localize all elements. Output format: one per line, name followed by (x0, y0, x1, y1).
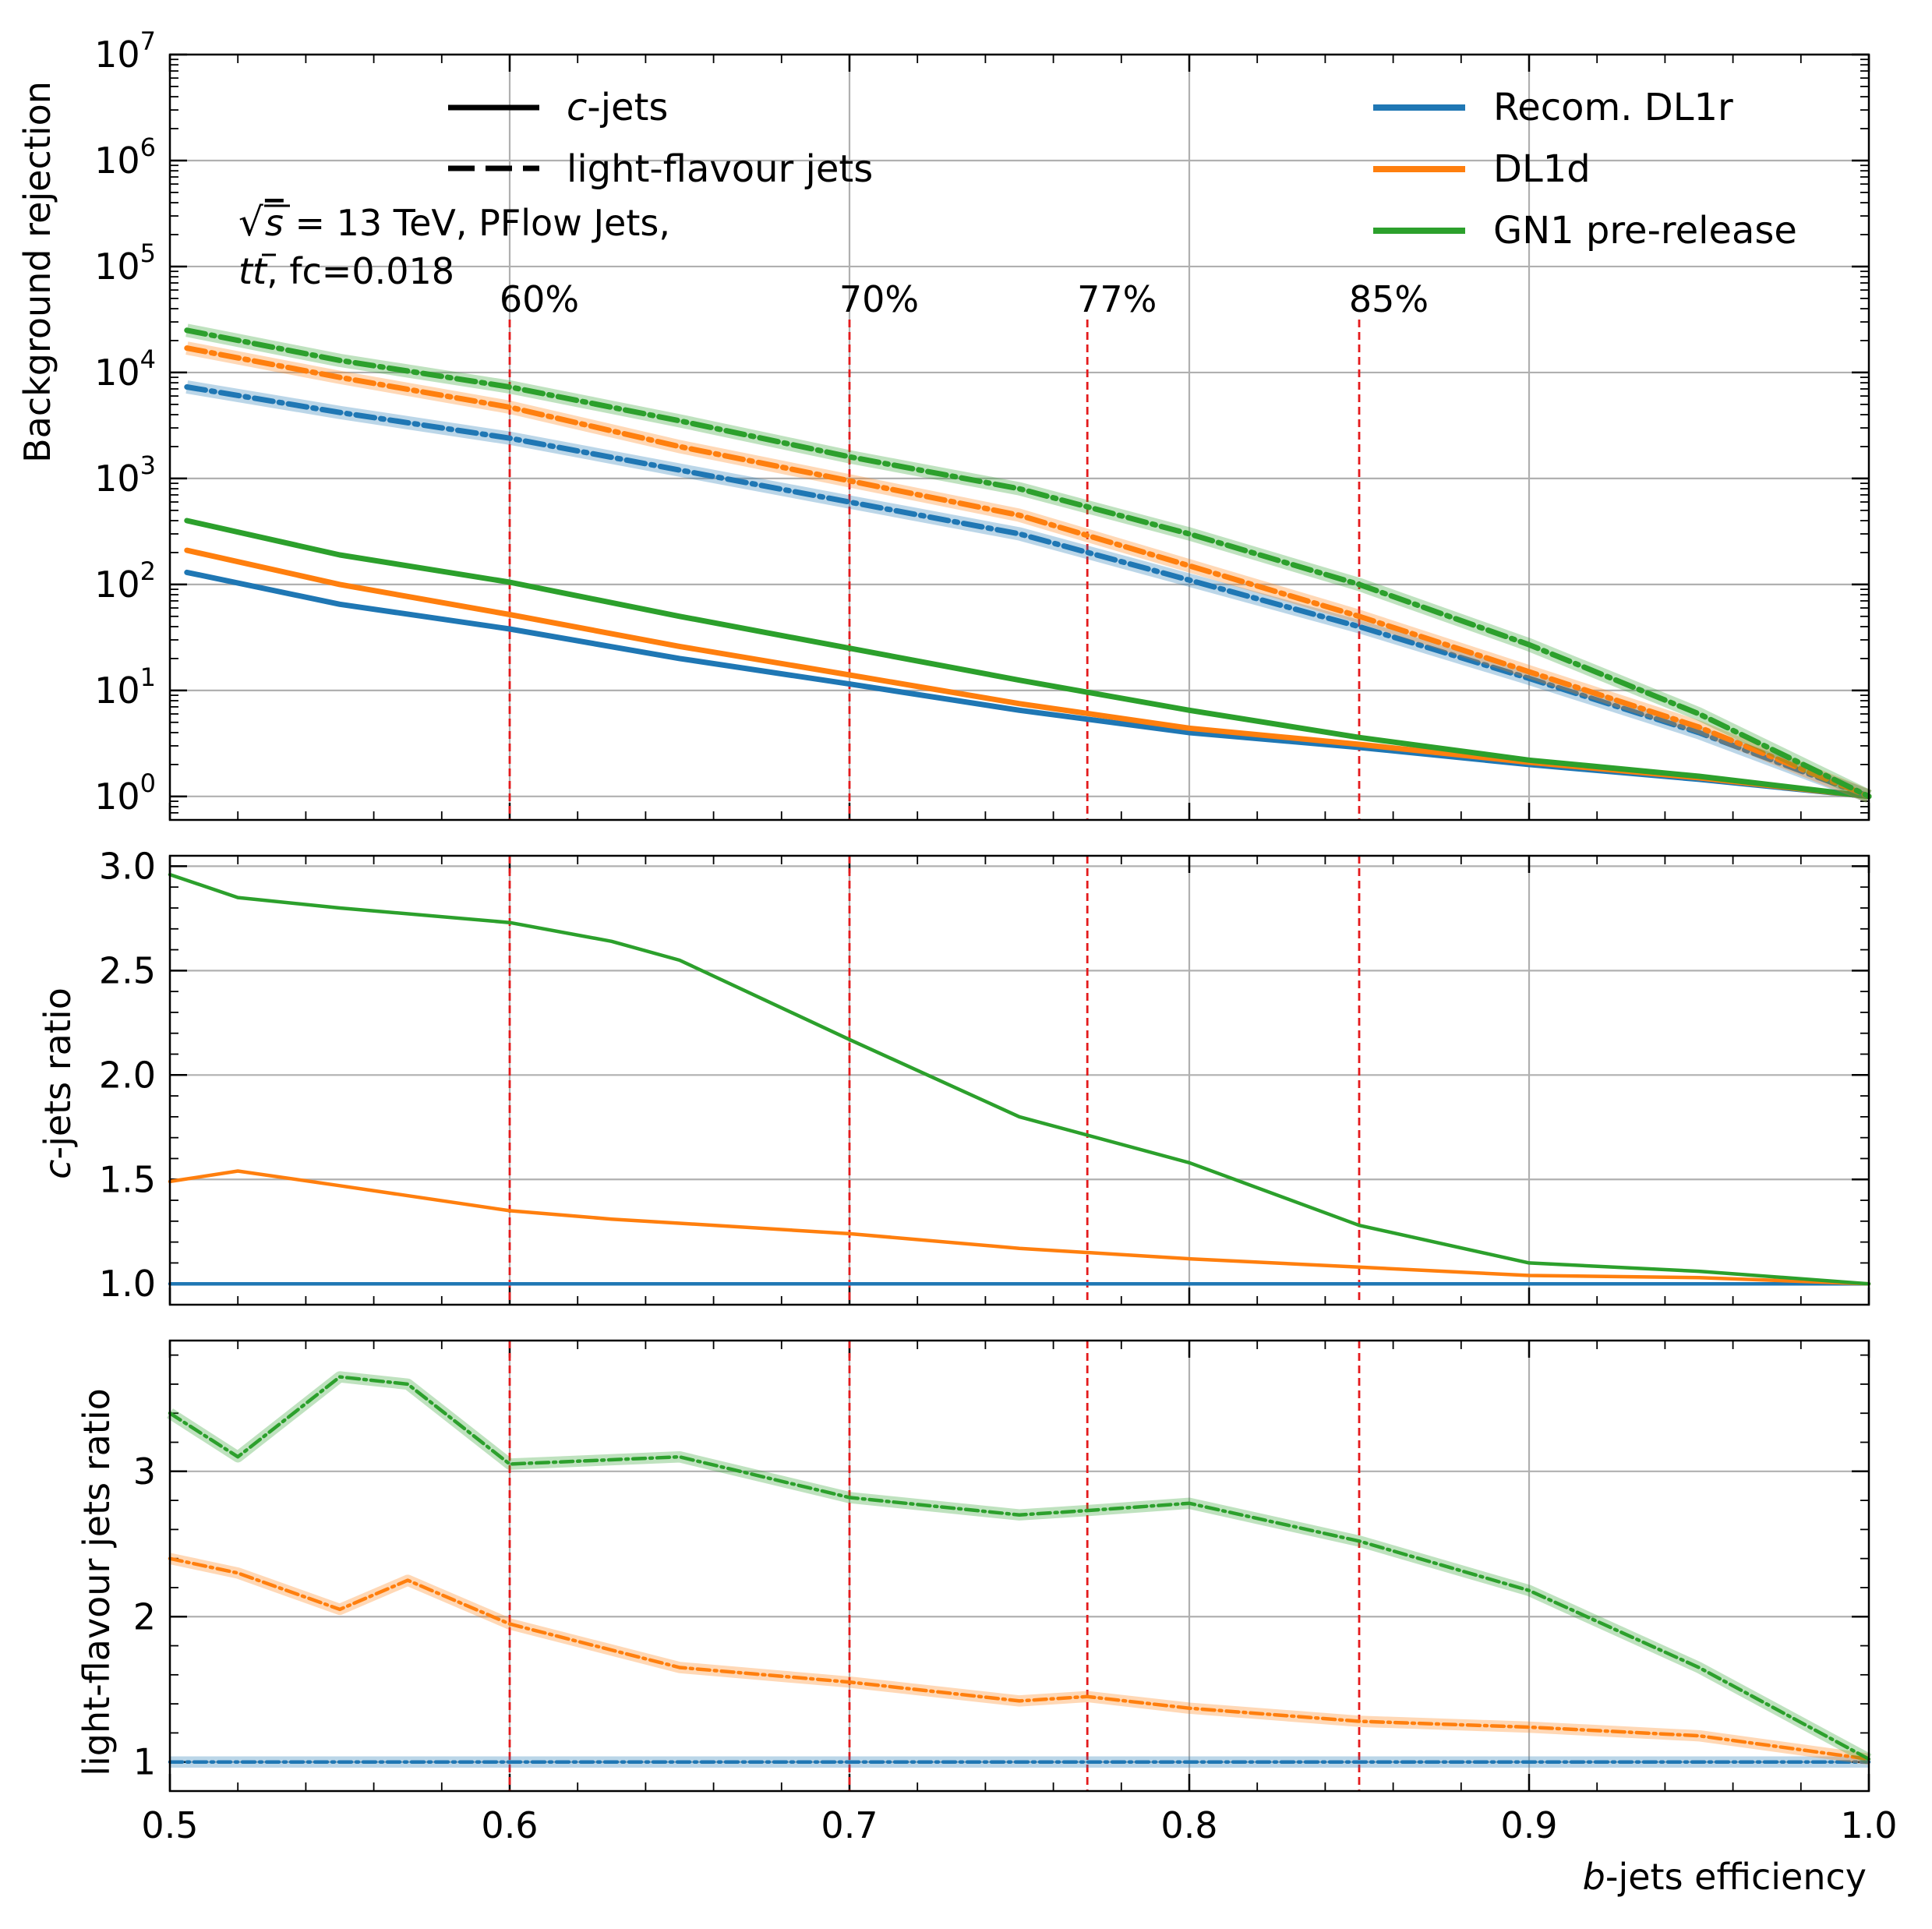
x-axis-tick-labels: 0.5 0.6 0.7 0.8 0.9 1.0 (141, 1804, 1897, 1846)
rejection-minor-ticks (168, 53, 1870, 821)
series-gn1-pre-release-light (168, 1375, 1871, 1761)
x-tick-label: 0.8 (1160, 1804, 1217, 1846)
y-tick-label: 1 (133, 1741, 156, 1783)
series-gn1-pre-release-c (184, 518, 1872, 800)
y-tick-label: 2.5 (99, 949, 156, 991)
y-tick-label: 3.0 (99, 845, 156, 887)
x-tick-label: 0.5 (141, 1804, 198, 1846)
series-recom-dl1r-light (184, 384, 1872, 800)
c-ratio-axes-frame (168, 854, 1870, 1306)
y-tick-label: 103 (94, 450, 156, 500)
legend-label-dl1d: DL1d (1493, 147, 1591, 191)
rejection-tick-labels: 100 101 102 103 104 105 106 107 (94, 26, 156, 818)
working-point-labels: 60% 70% 77% 85% (500, 278, 1429, 320)
c-ratio-tick-labels: 1.0 1.5 2.0 2.5 3.0 (99, 845, 156, 1305)
rejection-y-axis-label: Background rejection (16, 81, 58, 463)
light-jets-ratio-panel: 123 light-flavour jets ratio 0.5 0.6 0.7 0.… (76, 1339, 1898, 1898)
working-point-label-77: 77% (1077, 278, 1157, 320)
series-gn1-pre-release-c (168, 872, 1871, 1286)
y-tick-label: 102 (94, 556, 156, 606)
annotation: √s = 13 TeV, PFlow Jets, tt, fc=0.018 (238, 200, 670, 292)
legend-line-styles: c-jets light-flavour jets (448, 86, 873, 191)
rejection-series (184, 323, 1872, 803)
annotation-line-2: tt, fc=0.018 (238, 250, 454, 292)
y-tick-label: 101 (94, 662, 156, 712)
working-point-label-85: 85% (1349, 278, 1429, 320)
c-ratio-series (168, 872, 1871, 1286)
legend-label-gn1-pre-release: GN1 pre-release (1493, 209, 1797, 253)
y-tick-label: 100 (94, 768, 156, 818)
light-ratio-tick-labels: 1 2 3 (133, 1450, 156, 1783)
legend-light-jets-label: light-flavour jets (567, 147, 873, 191)
x-tick-label: 0.9 (1500, 1804, 1557, 1846)
light-ratio-series (167, 1371, 1872, 1768)
y-tick-label: 105 (94, 238, 156, 288)
y-tick-label: 2 (133, 1595, 156, 1638)
rejection-panel: 100 101 102 103 104 105 106 107 60% 70% 77% 85% Ba… (16, 26, 1872, 821)
legend-label-recom-dl1r: Recom. DL1r (1493, 86, 1733, 129)
working-point-label-60: 60% (500, 278, 579, 320)
x-tick-label: 0.7 (821, 1804, 878, 1846)
series-dl1d-c (168, 1169, 1871, 1286)
y-tick-label: 104 (94, 344, 156, 394)
legend-c-jets-label: c-jets (567, 86, 668, 129)
y-tick-label: 106 (94, 132, 156, 182)
legend-models: Recom. DL1r DL1d GN1 pre-release (1373, 86, 1797, 253)
annotation-line-1: √s = 13 TeV, PFlow Jets, (238, 200, 670, 245)
series-dl1d-light (168, 1556, 1871, 1761)
series-gn1-pre-release-light (184, 327, 1872, 800)
c-ratio-working-point-lines (508, 856, 1361, 1305)
light-ratio-y-axis-label: light-flavour jets ratio (76, 1388, 118, 1776)
working-point-label-70: 70% (839, 278, 919, 320)
y-tick-label: 107 (94, 26, 156, 76)
c-ratio-y-axis-label: c-jets ratio (37, 987, 79, 1179)
y-tick-label: 1.5 (99, 1158, 156, 1200)
y-tick-label: 2.0 (99, 1054, 156, 1096)
y-tick-label: 3 (133, 1450, 156, 1493)
x-tick-label: 0.6 (481, 1804, 538, 1846)
x-axis-label: b-jets efficiency (1583, 1856, 1867, 1898)
light-ratio-working-point-lines (508, 1341, 1361, 1791)
rejection-grid (170, 53, 1869, 820)
light-ratio-axes-frame (168, 1339, 1870, 1793)
series-dl1d-light (184, 345, 1872, 800)
rejection-axes-frame (168, 53, 1870, 821)
y-tick-label: 1.0 (99, 1263, 156, 1305)
c-jets-ratio-panel: 1.0 1.5 2.0 2.5 3.0 c-jets ratio (37, 845, 1871, 1306)
x-tick-label: 1.0 (1840, 1804, 1897, 1846)
